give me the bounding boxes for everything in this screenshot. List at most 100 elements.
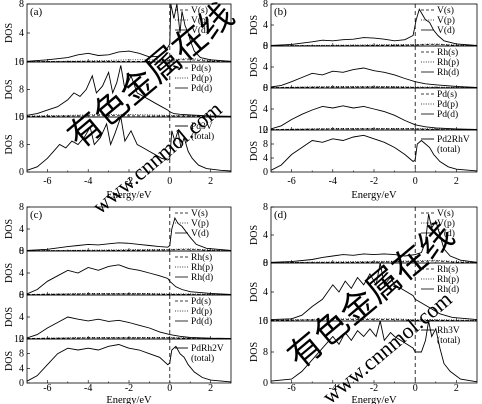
legend-label: Rh(p) (437, 57, 459, 68)
y-tick-label: 4 (19, 268, 24, 279)
legend-label: Rh(d) (191, 272, 213, 283)
series-line (270, 259, 478, 263)
y-tick-label: 4 (263, 153, 268, 164)
y-axis-label: DOS (4, 351, 15, 371)
x-axis-label: Energy/eV (106, 395, 152, 404)
x-tick-label: 2 (454, 383, 459, 394)
x-tick-label: 2 (454, 176, 459, 187)
y-tick-label: 0 (263, 316, 268, 327)
legend-label: V(p) (437, 15, 455, 26)
x-tick-label: 2 (208, 176, 213, 187)
x-axis-label: Energy/eV (106, 190, 152, 201)
legend-label: Pd(d) (437, 109, 458, 120)
legend-label: Rh(p) (437, 274, 459, 285)
x-tick-label: -4 (329, 176, 337, 187)
y-axis-label: DOS (249, 282, 260, 302)
x-tick-label: 0 (413, 176, 418, 187)
series-line (270, 8, 478, 46)
subplot: 0 4 8 DOS V(s)V(p)V(d) (249, 202, 478, 269)
x-tick-label: -6 (43, 383, 51, 394)
y-axis-label: DOS (4, 307, 15, 327)
legend-label: Pd2RhV (437, 135, 470, 145)
y-tick-label: 0 (263, 41, 268, 52)
y-tick-label: 8 (19, 0, 24, 10)
series-line (26, 264, 232, 295)
y-axis-label: DOS (249, 342, 260, 362)
y-axis-label: DOS (4, 134, 15, 154)
x-tick-label: 0 (167, 383, 172, 394)
y-axis-label: DOS (4, 23, 15, 43)
y-tick-label: 0 (263, 125, 268, 136)
y-axis-label: DOS (4, 79, 15, 99)
y-tick-label: 4 (19, 363, 24, 374)
legend-label: Rh(d) (437, 67, 459, 78)
y-tick-label: 8 (263, 258, 268, 269)
y-tick-label: 8 (263, 83, 268, 94)
series-line (26, 58, 232, 62)
y-axis-label: DOS (249, 57, 260, 77)
y-tick-label: 16 (14, 57, 24, 68)
y-axis-label: DOS (249, 141, 260, 161)
legend-label: V(d) (437, 228, 455, 239)
series-line (26, 248, 232, 252)
legend-label: V(s) (191, 208, 208, 219)
x-tick-label: -2 (370, 383, 378, 394)
series-line (270, 128, 478, 131)
series-line (26, 337, 232, 340)
y-tick-label: 0 (19, 112, 24, 123)
panel-label: (d) (274, 209, 287, 221)
x-tick-label: -4 (84, 383, 92, 394)
y-tick-label: 4 (263, 104, 268, 115)
legend-label: Rh(d) (437, 284, 459, 295)
legend-label: Pd(d) (191, 83, 212, 94)
legend-label: Pd(p) (191, 73, 212, 84)
series-line (26, 216, 232, 251)
x-tick-label: -2 (370, 176, 378, 187)
series-line (26, 115, 232, 172)
panel-b: 048DOSV(s)V(p)V(d)048DOSRh(s)Rh(p)Rh(d)0… (249, 0, 478, 201)
subplot: 0 8 16 DOS Pd3V(total) (4, 112, 232, 178)
y-tick-label: 0 (19, 290, 24, 301)
y-tick-label: 4 (19, 312, 24, 323)
series-line (26, 293, 232, 295)
series-line (26, 248, 232, 252)
series-line (270, 262, 478, 321)
y-tick-label: 8 (19, 290, 24, 301)
legend-label: V(d) (191, 25, 209, 36)
legend-label: Pd(p) (437, 99, 458, 110)
series-line (26, 65, 232, 117)
legend-label: V(p) (191, 15, 209, 26)
subplot: 0 4 8 DOS Pd(s)Pd(p)Pd(d) (4, 290, 232, 345)
legend-label: Rh(p) (191, 262, 213, 273)
y-tick-label: 8 (19, 202, 24, 213)
legend-label: Rh3V (437, 326, 460, 336)
y-tick-label: 8 (263, 0, 268, 10)
legend-label: Rh(s) (437, 47, 458, 58)
y-tick-label: 8 (19, 140, 24, 151)
legend-label: (total) (437, 144, 460, 155)
y-tick-label: 4 (263, 287, 268, 298)
legend-label: V(s) (191, 5, 208, 16)
y-tick-label: 8 (263, 347, 268, 358)
y-tick-label: 8 (263, 139, 268, 150)
series-line (270, 43, 478, 47)
x-tick-label: -4 (329, 383, 337, 394)
watermark: 有色金属在线 www.cnnmol.com 有色金属在线 www.cnnmol.… (61, 0, 462, 404)
y-tick-label: 8 (263, 202, 268, 213)
series-line (26, 59, 232, 62)
legend-label: Pd(s) (437, 89, 457, 100)
subplot: 0 4 8 DOS Rh(s)Rh(p)Rh(d) (4, 246, 232, 301)
panel-a: 0 4 8 DOS V(s)V(p)V(d) 0 8 16 DOS Pd(s)Pd(p)Pd(d)… (4, 0, 232, 201)
panel-label: (a) (30, 6, 43, 18)
y-tick-label: 0 (19, 57, 24, 68)
y-tick-label: 4 (263, 230, 268, 241)
y-tick-label: 0 (263, 83, 268, 94)
y-axis-label: DOS (249, 99, 260, 119)
y-tick-label: 0 (19, 246, 24, 257)
legend-label: (total) (191, 353, 214, 364)
legend-label: V(p) (437, 218, 455, 229)
y-axis-label: DOS (249, 15, 260, 35)
series-line (270, 67, 478, 88)
y-tick-label: 0 (263, 258, 268, 269)
panel-d: 048DOSV(s)V(p)V(d)048DOSRh(s)Rh(p)Rh(d)0… (249, 202, 478, 404)
